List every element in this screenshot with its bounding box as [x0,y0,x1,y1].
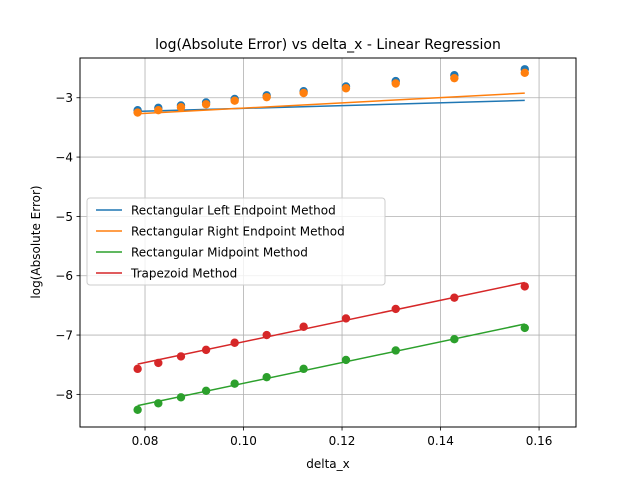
data-point [341,355,351,365]
data-point [154,399,163,408]
legend-entry: Trapezoid Method [130,267,237,281]
x-axis-label: delta_x [306,457,350,471]
x-tick-label: 0.08 [132,434,159,448]
data-point [391,304,400,314]
data-points [133,65,529,414]
y-tick-label: −3 [55,91,73,105]
data-point [230,338,239,347]
legend-box [86,197,386,286]
data-point [201,100,211,109]
data-point [450,334,459,344]
data-point [154,358,163,368]
regression-line [137,99,525,113]
chart-title: log(Absolute Error) vs delta_x - Linear … [155,37,501,53]
y-tick-label: −6 [55,269,73,283]
data-point [520,323,529,333]
regression-line [137,92,525,115]
legend-entry: Rectangular Left Endpoint Method [131,204,336,218]
data-point [450,293,459,302]
data-point [176,352,186,361]
data-point [230,96,239,105]
x-tick-label: 0.14 [427,434,454,448]
data-point [341,314,351,323]
y-tick-label: −4 [55,151,73,165]
data-point [262,92,271,102]
legend-entry: Rectangular Midpoint Method [131,246,308,260]
x-tick-label: 0.10 [230,434,257,448]
data-point [341,84,351,93]
y-axis-ticks: −8 −7 −6 −5 −4 −3 [55,91,80,402]
data-point [133,364,142,374]
data-point [262,330,271,340]
data-point [299,322,308,331]
data-point [201,345,211,355]
data-point [299,88,308,98]
data-point [520,282,529,291]
data-point [520,68,529,78]
data-point [133,108,142,117]
y-axis-label: log(Absolute Error) [29,185,43,298]
data-point [201,386,211,396]
data-point [176,103,186,112]
y-tick-label: −8 [55,388,73,402]
data-point [391,346,400,355]
legend-entry: Rectangular Right Endpoint Method [131,225,345,239]
y-tick-label: −5 [55,210,73,224]
data-point [133,405,142,414]
data-point [450,73,459,83]
y-tick-label: −7 [55,329,73,343]
data-point [154,106,163,115]
legend: Rectangular Left Endpoint Method Rectangu… [86,197,386,286]
x-axis-ticks: 0.08 0.10 0.12 0.14 0.16 [132,427,553,448]
data-point [176,393,186,402]
data-point [391,79,400,88]
data-point [230,379,239,388]
data-point [262,372,271,382]
plot-frame [79,57,577,428]
data-point [299,364,308,374]
x-tick-label: 0.12 [329,434,356,448]
x-tick-label: 0.16 [526,434,553,448]
